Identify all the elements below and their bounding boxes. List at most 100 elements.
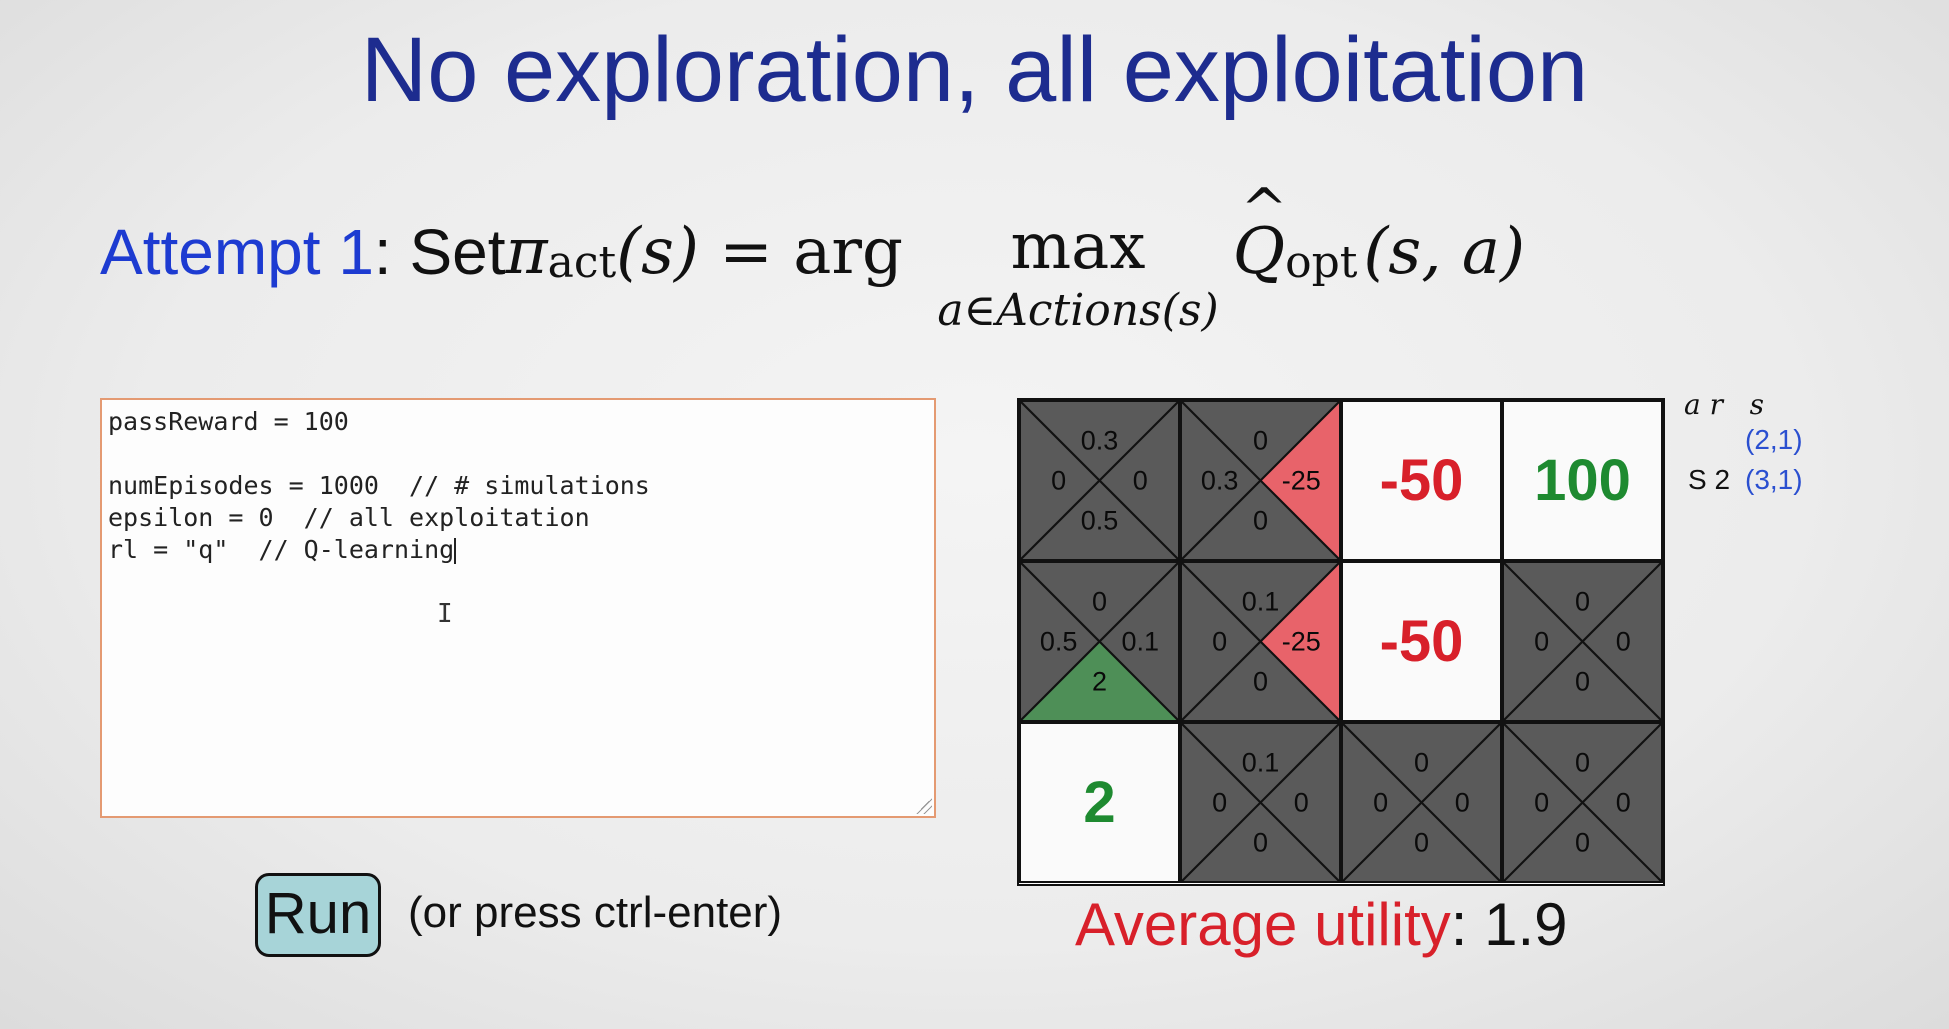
q-value-left: 0 bbox=[1373, 787, 1389, 817]
q-arguments: (s, a) bbox=[1363, 215, 1526, 289]
diagonal-line bbox=[1504, 724, 1661, 881]
q-value-left: 0.5 bbox=[1039, 626, 1078, 656]
q-value-left: 0.3 bbox=[1200, 465, 1239, 495]
attempt-label: Attempt 1 bbox=[100, 216, 374, 288]
q-value-right: 0.1 bbox=[1121, 626, 1160, 656]
formula-line: Attempt 1 : Set π act (s) = arg max a∈Ac… bbox=[100, 177, 1526, 336]
grid-cell: 0.1 0 0 0 bbox=[1180, 722, 1341, 883]
grid-cell: 0 2 0.5 0.1 bbox=[1019, 561, 1180, 722]
grid-cell: 100 bbox=[1502, 400, 1663, 561]
q-value-left: 0 bbox=[1534, 787, 1550, 817]
q-value-right: 0 bbox=[1293, 787, 1309, 817]
q-value-left: 0 bbox=[1534, 626, 1550, 656]
q-value-bottom: 0 bbox=[1574, 666, 1591, 697]
grid-cell: 0 0 0.3 -25 bbox=[1180, 400, 1341, 561]
q-value-top: 0 bbox=[1413, 747, 1430, 778]
average-utility: Average utility: 1.9 bbox=[1075, 890, 1568, 959]
q-value-left: 0 bbox=[1051, 465, 1067, 495]
code-editor[interactable]: passReward = 100 numEpisodes = 1000 // #… bbox=[100, 398, 936, 818]
code-line bbox=[108, 438, 928, 470]
i-beam-cursor-icon: I bbox=[437, 599, 453, 629]
diagonal-line bbox=[1182, 402, 1339, 559]
negative-action-triangle bbox=[1260, 402, 1339, 559]
diagonal-line bbox=[1182, 724, 1339, 881]
legend-header: a r s bbox=[1684, 388, 1765, 421]
q-letter: Q bbox=[1232, 215, 1286, 289]
q-cell-diagonals bbox=[1182, 402, 1339, 559]
negative-action-triangle bbox=[1260, 563, 1339, 720]
q-value-right: -25 bbox=[1281, 626, 1321, 656]
average-utility-value: : 1.9 bbox=[1450, 891, 1568, 958]
q-value-grid: 0.3 0.5 0 0 0 0 0.3 -25 -50 100 0 2 0.5 0.1 0.1 0 0 -25 -5… bbox=[1017, 398, 1665, 886]
legend-coord-1: (2,1) bbox=[1745, 424, 1803, 455]
best-action-triangle bbox=[1021, 641, 1178, 720]
q-value-bottom: 0 bbox=[1574, 827, 1591, 858]
pi-subscript: act bbox=[547, 237, 617, 288]
legend-coord-2: (3,1) bbox=[1745, 464, 1803, 495]
code-line: passReward = 100 bbox=[108, 407, 349, 436]
grid-cell: 0.1 0 0 -25 bbox=[1180, 561, 1341, 722]
q-subscript: opt bbox=[1285, 237, 1358, 288]
slide-title: No exploration, all exploitation bbox=[360, 19, 1589, 121]
q-value-top: 0 bbox=[1091, 586, 1108, 617]
pi-argument: (s) bbox=[616, 215, 699, 289]
q-value-top: 0.1 bbox=[1241, 586, 1280, 617]
equals-arg: = arg bbox=[698, 215, 924, 289]
q-value-right: 0 bbox=[1615, 787, 1631, 817]
text-caret bbox=[454, 538, 457, 564]
diagonal-line bbox=[1504, 563, 1661, 720]
hat-accent: ^ bbox=[1240, 177, 1288, 242]
q-value-bottom: 0 bbox=[1252, 666, 1269, 697]
q-value-top: 0.1 bbox=[1241, 747, 1280, 778]
diagonal-line bbox=[1021, 402, 1178, 559]
resize-handle-icon[interactable] bbox=[916, 798, 932, 814]
q-hat-symbol: ^ Q bbox=[1232, 177, 1288, 289]
q-value-top: 0 bbox=[1574, 586, 1591, 617]
state-value: -50 bbox=[1379, 609, 1464, 674]
q-value-right: 0 bbox=[1615, 626, 1631, 656]
set-text: : Set bbox=[373, 216, 506, 288]
run-button[interactable]: Run bbox=[255, 873, 381, 957]
q-cell-diagonals bbox=[1182, 724, 1339, 881]
q-cell-diagonals bbox=[1021, 563, 1178, 720]
q-value-right: 0 bbox=[1454, 787, 1470, 817]
state-value: 100 bbox=[1534, 448, 1631, 513]
diagonal-line bbox=[1021, 563, 1178, 720]
q-value-left: 0 bbox=[1212, 626, 1228, 656]
q-cell-diagonals bbox=[1343, 724, 1500, 881]
max-operator: max bbox=[1010, 210, 1146, 284]
grid-cell: 2 bbox=[1019, 722, 1180, 883]
q-value-right: -25 bbox=[1281, 465, 1321, 495]
average-utility-label: Average utility bbox=[1075, 891, 1451, 958]
q-cell-diagonals bbox=[1504, 724, 1661, 881]
argmax-block: max a∈Actions(s) bbox=[937, 215, 1218, 343]
q-cell-diagonals bbox=[1021, 402, 1178, 559]
diagonal-line bbox=[1343, 724, 1500, 881]
q-value-right: 0 bbox=[1132, 465, 1148, 495]
q-value-top: 0 bbox=[1252, 425, 1269, 456]
code-line: rl = "q" // Q-learning bbox=[108, 535, 455, 564]
diagonal-line bbox=[1182, 563, 1339, 720]
code-line: numEpisodes = 1000 // # simulations bbox=[108, 471, 650, 500]
q-value-left: 0 bbox=[1212, 787, 1228, 817]
q-value-bottom: 2 bbox=[1091, 666, 1108, 697]
grid-cell: -50 bbox=[1341, 561, 1502, 722]
pi-symbol: π bbox=[505, 215, 548, 289]
max-domain: a∈Actions(s) bbox=[937, 285, 1219, 336]
q-value-bottom: 0 bbox=[1413, 827, 1430, 858]
code-line-last: rl = "q" // Q-learning bbox=[108, 534, 928, 566]
run-hint: (or press ctrl-enter) bbox=[408, 888, 783, 937]
grid-cell: -50 bbox=[1341, 400, 1502, 561]
legend-state: S 2 bbox=[1688, 464, 1731, 495]
q-cell-diagonals bbox=[1182, 563, 1339, 720]
state-value: 2 bbox=[1083, 770, 1116, 835]
q-value-bottom: 0 bbox=[1252, 505, 1269, 536]
q-value-top: 0 bbox=[1574, 747, 1591, 778]
code-line: epsilon = 0 // all exploitation bbox=[108, 503, 590, 532]
q-value-bottom: 0.5 bbox=[1080, 505, 1119, 536]
grid-cell: 0.3 0.5 0 0 bbox=[1019, 400, 1180, 561]
q-cell-diagonals bbox=[1504, 563, 1661, 720]
